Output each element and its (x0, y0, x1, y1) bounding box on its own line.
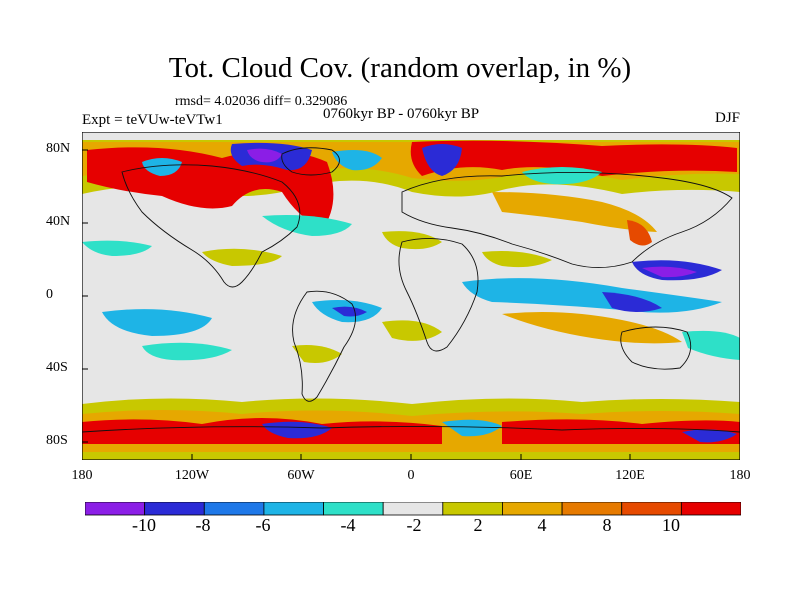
antarctica-outline (82, 425, 740, 433)
period-label: 0760kyr BP - 0760kyr BP (323, 106, 480, 122)
colorbar-box (621, 502, 682, 516)
colorbar-label: -8 (195, 515, 211, 535)
australia-outline (620, 326, 692, 370)
colorbar-box (85, 502, 146, 516)
eurasia-outline (401, 171, 733, 268)
season-label: DJF (714, 110, 740, 126)
lat-tick-80n: 80N (46, 141, 71, 156)
colorbar-box (442, 502, 503, 516)
colorbar-label: 8 (602, 515, 612, 535)
colorbar-box (323, 502, 384, 516)
colorbar-label: 10 (662, 515, 680, 535)
greenland-outline (281, 147, 340, 176)
lat-tick-0: 0 (46, 287, 53, 302)
plot-title: Tot. Cloud Cov. (random overlap, in %) (168, 52, 632, 84)
north-america-outline (121, 164, 301, 288)
africa-outline (398, 238, 479, 352)
colorbar (85, 502, 741, 516)
colorbar-label: 2 (473, 515, 483, 535)
colorbar-box (263, 502, 324, 516)
axis-ticks (82, 149, 631, 460)
colorbar-label: -6 (255, 515, 271, 535)
experiment-label: Expt = teVUw-teVTw1 (82, 112, 223, 128)
lat-tick-40s: 40S (46, 360, 68, 375)
colorbar-label: -10 (132, 515, 156, 535)
lon-tick-120e: 120E (615, 468, 645, 483)
cloud-cover-map (82, 132, 740, 460)
lat-tick-80s: 80S (46, 433, 68, 448)
colorbar-box (203, 502, 265, 516)
lon-tick-60w: 60W (287, 468, 315, 483)
colorbar-box (502, 502, 563, 516)
colorbar-box (382, 502, 444, 516)
colorbar-label: -4 (340, 515, 356, 535)
south-america-outline (292, 290, 357, 402)
colorbar-box (144, 502, 205, 516)
colorbar-label: 4 (537, 515, 547, 535)
lat-tick-40n: 40N (46, 214, 71, 229)
lon-tick-0: 0 (407, 468, 415, 483)
anomaly-fields (82, 140, 740, 460)
lon-tick-120w: 120W (174, 468, 210, 483)
colorbar-box (561, 502, 623, 516)
colorbar-label: -2 (406, 515, 422, 535)
colorbar-box (680, 502, 741, 516)
lon-tick-180e: 180 (729, 468, 751, 483)
lon-tick-180w: 180 (71, 468, 93, 483)
coastlines (82, 147, 740, 433)
stats-text: rmsd= 4.02036 diff= 0.329086 (175, 94, 348, 109)
lon-tick-60e: 60E (509, 468, 533, 483)
